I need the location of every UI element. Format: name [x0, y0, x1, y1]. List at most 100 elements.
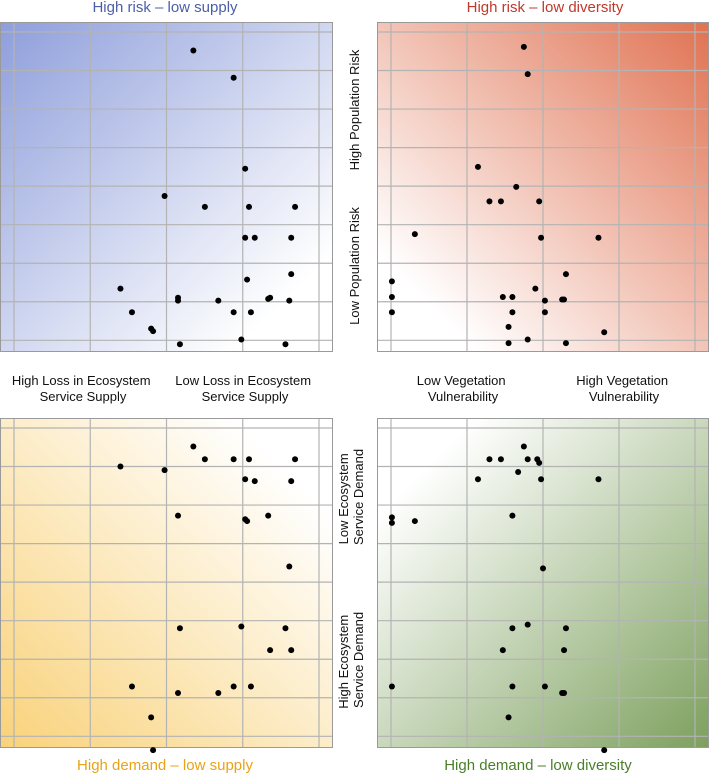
panel-frame	[0, 22, 333, 352]
axis-label-high-service-demand: High Ecosystem Service Demand	[336, 611, 366, 709]
data-point	[282, 625, 289, 632]
data-point	[201, 456, 208, 463]
data-point	[541, 297, 548, 304]
axis-label-low-population-risk: Low Population Risk	[347, 207, 362, 325]
data-point	[265, 512, 272, 519]
data-point	[509, 683, 516, 690]
title-top-right: High risk – low diversity	[467, 0, 624, 16]
data-point	[540, 565, 546, 572]
data-point	[562, 340, 569, 347]
data-point	[388, 519, 395, 526]
panel-bottom-right	[377, 418, 709, 754]
data-point	[247, 683, 254, 690]
axis-label-low-service-demand: Low Ecosystem Service Demand	[336, 449, 366, 545]
data-point	[388, 309, 395, 316]
axis-label-high-veg-vulnerability: High Vegetation Vulnerability	[576, 373, 671, 404]
panel-top-left	[0, 22, 333, 352]
data-point	[505, 323, 512, 330]
data-point	[215, 297, 222, 304]
data-point	[541, 683, 548, 690]
data-point	[128, 683, 135, 690]
axis-label-high-loss-supply: High Loss in Ecosystem Service Supply	[12, 373, 154, 404]
data-point	[595, 476, 602, 483]
data-point	[497, 456, 504, 463]
data-point	[509, 309, 516, 316]
data-point	[288, 647, 295, 654]
data-point	[595, 234, 602, 241]
data-point	[538, 476, 545, 483]
data-point	[230, 309, 237, 316]
data-point	[499, 294, 506, 301]
data-point	[230, 683, 237, 690]
title-bottom-right: High demand – low diversity	[444, 757, 632, 774]
data-point	[247, 309, 254, 316]
axis-label-high-population-risk: High Population Risk	[347, 49, 362, 170]
data-point	[513, 183, 520, 190]
data-point	[288, 271, 295, 278]
data-point	[117, 463, 124, 470]
data-point	[411, 231, 418, 238]
data-point	[238, 336, 245, 343]
data-point	[215, 690, 222, 697]
data-point	[524, 621, 531, 628]
data-point	[474, 163, 481, 170]
data-point	[175, 690, 182, 697]
data-point	[244, 518, 251, 525]
data-point	[150, 747, 157, 754]
data-point	[292, 456, 299, 463]
data-point	[499, 647, 506, 654]
data-point	[388, 294, 395, 301]
data-point	[230, 74, 237, 81]
data-point	[190, 47, 197, 54]
data-point	[292, 203, 299, 210]
data-point	[536, 198, 543, 205]
data-point	[242, 234, 249, 241]
data-point	[161, 467, 168, 474]
data-point	[175, 297, 182, 304]
data-point	[562, 625, 569, 632]
data-point	[246, 456, 253, 463]
data-point	[251, 478, 258, 485]
data-point	[520, 43, 527, 50]
data-point	[388, 514, 395, 521]
data-point	[176, 341, 183, 348]
data-point	[201, 203, 208, 210]
data-point	[561, 690, 568, 697]
data-point	[161, 192, 168, 199]
title-top-left: High risk – low supply	[92, 0, 238, 16]
data-point	[388, 278, 395, 285]
data-point	[561, 647, 568, 654]
data-point	[128, 309, 135, 316]
data-point	[515, 468, 522, 475]
data-point	[244, 276, 251, 283]
data-point	[246, 203, 253, 210]
data-point	[286, 563, 293, 570]
data-point	[505, 714, 512, 721]
data-point	[524, 456, 531, 463]
data-point	[282, 341, 289, 348]
title-bottom-left: High demand – low supply	[77, 757, 253, 774]
data-point	[541, 309, 548, 316]
panel-frame	[0, 418, 333, 748]
data-point	[486, 456, 493, 463]
data-point	[509, 294, 516, 301]
data-point	[176, 625, 183, 632]
data-point	[601, 747, 608, 754]
data-point	[267, 647, 274, 654]
data-point	[388, 683, 395, 690]
axis-label-low-loss-supply: Low Loss in Ecosystem Service Supply	[175, 373, 314, 404]
data-point	[561, 296, 568, 303]
axis-label-low-veg-vulnerability: Low Vegetation Vulnerability	[417, 373, 510, 404]
data-point	[148, 714, 155, 721]
data-point	[238, 623, 245, 630]
data-point	[505, 340, 512, 347]
data-point	[286, 297, 293, 304]
data-point	[288, 234, 295, 241]
data-point	[524, 71, 531, 78]
data-point	[267, 294, 274, 301]
data-point	[230, 456, 237, 463]
data-point	[524, 336, 531, 343]
data-point	[601, 329, 608, 336]
data-point	[175, 512, 182, 519]
